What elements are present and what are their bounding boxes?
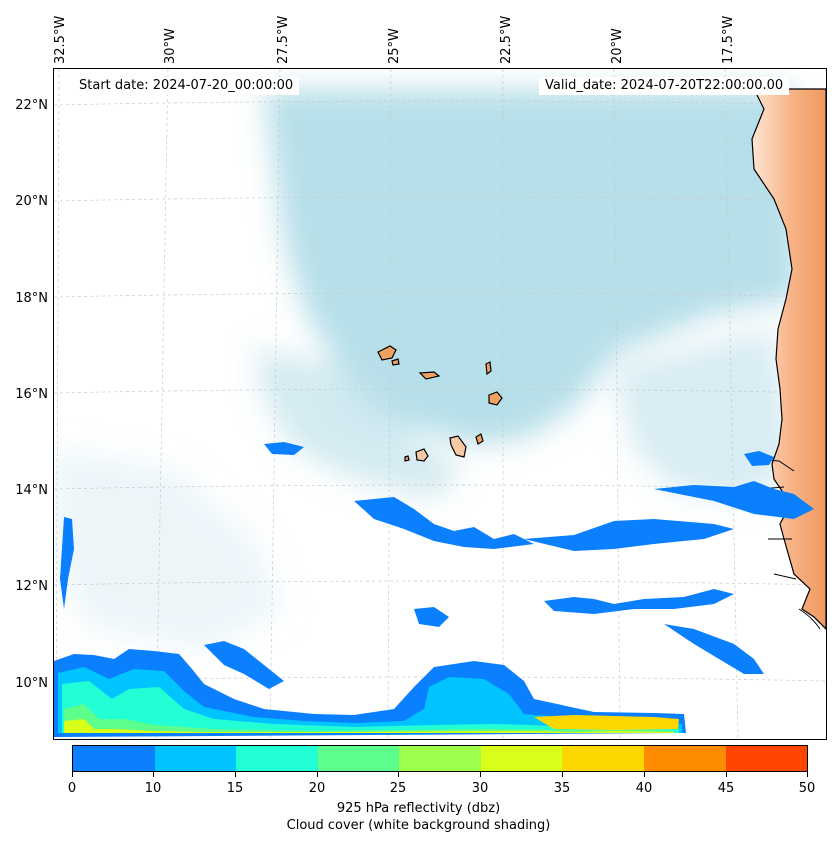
cloud-mass-north (264, 89, 799, 444)
island-sao-nicolau (418, 371, 441, 380)
lat-label-20n: 20°N (15, 194, 48, 209)
reflectivity-layer (54, 442, 814, 737)
map-panel (53, 68, 827, 740)
rain-cell-west-edge (60, 517, 74, 609)
rainband-mid-east (654, 481, 814, 519)
colorbar-tick-label-40: 40 (635, 781, 653, 796)
colorbar-segment-3 (317, 746, 400, 771)
lat-label-18n: 18°N (15, 291, 48, 306)
colorbar-tick-label-10: 10 (144, 781, 162, 796)
rain-cell-cluster-1 (544, 589, 734, 614)
cloud-mass-south (254, 349, 464, 499)
lon-label-17-5w: 17.5°W (721, 15, 736, 64)
lat-label-10n: 10°N (15, 676, 48, 691)
island-sao-vicente (391, 358, 400, 366)
lat-label-14n: 14°N (15, 483, 48, 498)
lon-label-20w: 20°W (610, 28, 625, 64)
rain-cell-cluster-2 (664, 624, 764, 674)
rainband-mid-center (524, 519, 734, 551)
valid-date-label: Valid_date: 2024-07-20T22:00:00.00 (539, 77, 790, 95)
lon-label-32-5w: 32.5°W (53, 15, 68, 64)
colorbar-tick (644, 772, 645, 777)
colorbar-label: 925 hPa reflectivity (dbz) (336, 801, 501, 816)
colorbar-tick-label-25: 25 (389, 781, 407, 796)
island-maio (475, 433, 484, 445)
colorbar-tick-label-15: 15 (226, 781, 244, 796)
reflectivity-colorbar (72, 745, 808, 772)
lon-label-25w: 25°W (387, 28, 402, 64)
colorbar-tick-label-0: 0 (67, 781, 77, 796)
colorbar-segment-1 (154, 746, 237, 771)
rain-cell-isolated-1 (414, 607, 449, 627)
colorbar-tick (317, 772, 318, 777)
map-canvas (54, 69, 826, 739)
colorbar-tick-label-45: 45 (717, 781, 735, 796)
cloud-mass-east (614, 329, 794, 499)
colorbar-segment-7 (643, 746, 726, 771)
island-santo-antao (377, 345, 397, 361)
lat-label-16n: 16°N (15, 387, 48, 402)
colorbar-tick-label-50: 50 (798, 781, 816, 796)
lon-label-30w: 30°W (163, 28, 178, 64)
colorbar-segment-4 (399, 746, 481, 771)
colorbar-segment-8 (725, 746, 808, 771)
colorbar-segment-2 (236, 746, 318, 771)
cloud-wisp-southwest (54, 449, 284, 649)
lat-label-12n: 12°N (15, 579, 48, 594)
colorbar-tick-label-20: 20 (308, 781, 326, 796)
start-date-label: Start date: 2024-07-20_00:00:00 (73, 77, 300, 95)
colorbar-tick (807, 772, 808, 777)
colorbar-tick (562, 772, 563, 777)
rainband-south-peak (64, 719, 674, 733)
colorbar-tick-label-30: 30 (471, 781, 489, 796)
rainband-south-mid (58, 667, 682, 733)
colorbar-tick (153, 772, 154, 777)
africa-land (751, 88, 826, 630)
colorbar-segment-6 (562, 746, 644, 771)
lon-label-27-5w: 27.5°W (276, 15, 291, 64)
colorbar-segment-0 (73, 746, 155, 771)
colorbar-tick-label-35: 35 (553, 781, 571, 796)
island-boa-vista (488, 391, 503, 406)
rain-cell-isolated-2 (204, 641, 284, 689)
colorbar-sublabel: Cloud cover (white background shading) (286, 818, 551, 833)
rainband-mid-west (354, 497, 534, 549)
rain-cell-isolated-3 (744, 451, 774, 466)
colorbar-tick (726, 772, 727, 777)
colorbar-tick (480, 772, 481, 777)
island-brava (404, 455, 410, 462)
colorbar-segment-5 (480, 746, 563, 771)
cloud-cover-layer (54, 89, 799, 649)
rainband-south-core (62, 681, 679, 733)
island-sal (485, 361, 492, 376)
colorbar-tick (72, 772, 73, 777)
lat-label-22n: 22°N (15, 98, 48, 113)
rainband-south-max (534, 715, 679, 730)
rain-cell-isolated-4 (264, 442, 304, 455)
island-fogo (415, 448, 429, 462)
lon-label-22-5w: 22.5°W (499, 15, 514, 64)
colorbar-tick (235, 772, 236, 777)
colorbar-tick (398, 772, 399, 777)
island-santiago (449, 435, 467, 458)
cape-verde-islands (377, 345, 503, 462)
